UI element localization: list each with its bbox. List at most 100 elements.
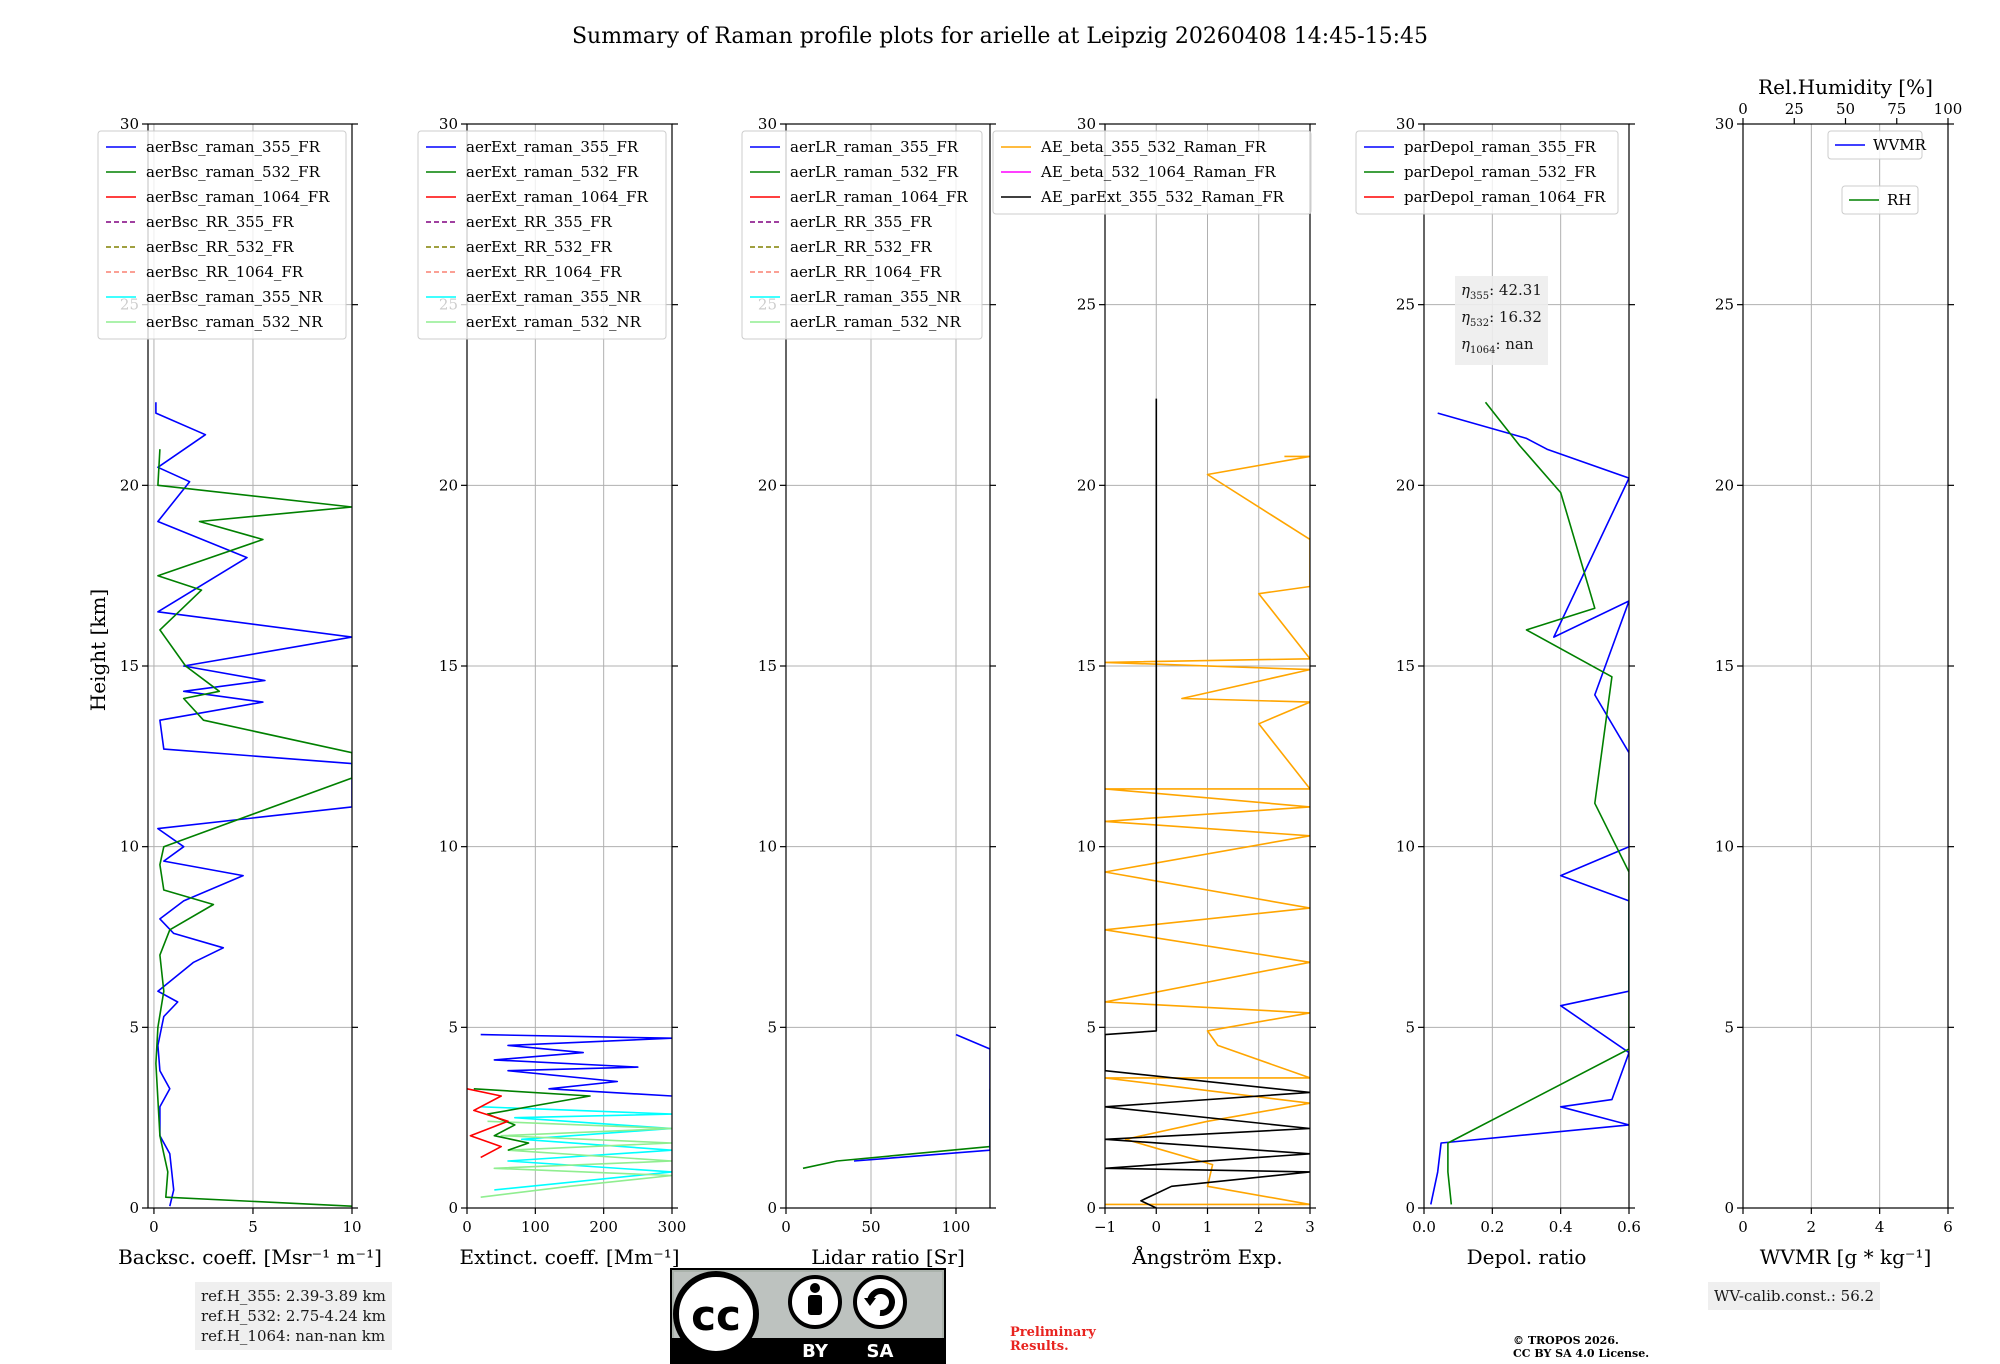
lr-xtick-label-0: 0 [781, 1218, 791, 1236]
lr-ytick-label-5: 5 [767, 1018, 777, 1036]
attribution-icon [788, 1275, 842, 1329]
depol-ytick-label-5: 5 [1405, 1018, 1415, 1036]
ae-xtick-label-3: 3 [1305, 1218, 1315, 1236]
wv-ytick-label-5: 5 [1724, 1018, 1734, 1036]
depol-xtick-label-0.4: 0.4 [1549, 1218, 1573, 1236]
legend-label-ae-2: AE_parExt_355_532_Raman_FR [1040, 188, 1285, 206]
legend-label-ae-0: AE_beta_355_532_Raman_FR [1040, 138, 1267, 156]
depol-series-0 [1430, 412, 1629, 1205]
wv-toptick-label-25: 25 [1785, 100, 1804, 118]
bsc-xlabel: Backsc. coeff. [Msr⁻¹ m⁻¹] [118, 1245, 382, 1269]
legend-label-ext-7: aerExt_raman_532_NR [466, 313, 642, 331]
wv-ytick-label-10: 10 [1715, 838, 1734, 856]
lr-ytick-label-0: 0 [767, 1199, 777, 1217]
wv-calib-const: WV-calib.const.: 56.2 [1714, 1287, 1875, 1305]
legend-label-bsc-3: aerBsc_RR_355_FR [146, 213, 294, 231]
copyright-line-2: CC BY SA 4.0 License. [1513, 1347, 1650, 1360]
lr-xtick-label-100: 100 [942, 1218, 971, 1236]
legend-ext: aerExt_raman_355_FR aerExt_raman_532_FRae… [417, 130, 667, 340]
lr-ytick-label-10: 10 [758, 838, 777, 856]
legend-label-lr-5: aerLR_RR_1064_FR [790, 263, 942, 281]
wv-xtick-label-4: 4 [1875, 1218, 1885, 1236]
bsc-ytick-label-10: 10 [120, 838, 139, 856]
ext-series-0 [480, 1106, 672, 1191]
lr-series-group [802, 1033, 990, 1170]
legend-label-wv-1: RH [1887, 191, 1911, 209]
legend-label-lr-7: aerLR_raman_532_NR [790, 313, 961, 331]
wv-toptick-label-100: 100 [1934, 100, 1963, 118]
legend-ae: AE_beta_355_532_Raman_FR AE_beta_532_1064… [992, 130, 1312, 215]
legend-label-bsc-6: aerBsc_raman_355_NR [146, 288, 323, 306]
depol-ytick-label-30: 30 [1396, 115, 1415, 133]
ext-xlabel: Extinct. coeff. [Mm⁻¹] [459, 1245, 679, 1269]
depol-series-group [1430, 401, 1629, 1205]
legend-lr: aerLR_raman_355_FR aerLR_raman_532_FR aerL… [741, 130, 983, 340]
legend-label-bsc-5: aerBsc_RR_1064_FR [146, 263, 304, 281]
ext-xtick-label-200: 200 [589, 1218, 618, 1236]
wv-calibration-box: WV-calib.const.: 56.2 [1708, 1282, 1881, 1310]
depol-series-1 [1447, 401, 1629, 1205]
legend-label-lr-2: aerLR_raman_1064_FR [790, 188, 968, 206]
legend-label-ext-5: aerExt_RR_1064_FR [466, 263, 622, 281]
ae-series-group [1105, 398, 1310, 1208]
ae-ytick-label-5: 5 [1086, 1018, 1096, 1036]
bsc-reference-heights-box: ref.H_355: 2.39-3.89 km ref.H_532: 2.75-… [195, 1282, 392, 1350]
ext-xtick-label-300: 300 [658, 1218, 687, 1236]
lr-ytick-label-20: 20 [758, 476, 777, 494]
wv-ytick-label-0: 0 [1724, 1199, 1734, 1217]
bsc-ytick-label-5: 5 [129, 1018, 139, 1036]
panel-lr: 051015202530050100Lidar ratio [Sr]aerLR_… [741, 115, 996, 1269]
legend-box-depol [1355, 130, 1619, 215]
preliminary-results-note: Preliminary Results. [1010, 1326, 1096, 1354]
wv-xtick-label-6: 6 [1943, 1218, 1953, 1236]
ext-xtick-label-100: 100 [521, 1218, 550, 1236]
bsc-ytick-label-20: 20 [120, 476, 139, 494]
legend-label-bsc-4: aerBsc_RR_532_FR [146, 238, 294, 256]
depol-xtick-label-0.6: 0.6 [1617, 1218, 1641, 1236]
cc-by-sa-license-badge: cc BY SA [670, 1268, 946, 1364]
depol-xtick-label-0: 0.0 [1412, 1218, 1436, 1236]
wv-ytick-label-20: 20 [1715, 476, 1734, 494]
legend-label-ext-3: aerExt_RR_355_FR [466, 213, 613, 231]
bsc-ytick-label-30: 30 [120, 115, 139, 133]
lr-series-0 [802, 1088, 990, 1170]
legend-label-depol-1: parDepol_raman_532_FR [1404, 163, 1597, 181]
legend-box-wv-1 [1841, 185, 1919, 215]
legend-box-bsc [97, 130, 347, 340]
figure-title: Summary of Raman profile plots for ariel… [572, 24, 1428, 49]
panels-group: 0510152025300510Backsc. coeff. [Msr⁻¹ m⁻… [97, 75, 1963, 1269]
depol-xlabel: Depol. ratio [1467, 1245, 1587, 1269]
legend-label-bsc-1: aerBsc_raman_532_FR [146, 163, 321, 181]
legend-box-lr [741, 130, 983, 340]
legend-label-ext-6: aerExt_raman_355_NR [466, 288, 642, 306]
bsc-ref-h-532: ref.H_532: 2.75-4.24 km [201, 1307, 386, 1325]
ae-ytick-label-20: 20 [1077, 476, 1096, 494]
depol-ytick-label-25: 25 [1396, 296, 1415, 314]
legend-label-wv-0: WVMR [1873, 136, 1927, 154]
ext-ytick-label-0: 0 [448, 1199, 458, 1217]
legend-box-wv-0 [1827, 130, 1923, 160]
ext-ytick-label-5: 5 [448, 1018, 458, 1036]
eta-1064-line: η1064: nan [1461, 335, 1534, 356]
ext-xtick-label-0: 0 [462, 1218, 472, 1236]
ae-xtick-label--1: −1 [1094, 1218, 1116, 1236]
ae-ytick-label-15: 15 [1077, 657, 1096, 675]
ae-series-1 [1105, 398, 1310, 1208]
preliminary-line-1: Preliminary [1010, 1325, 1096, 1340]
copyright-line-1: © TROPOS 2026. [1513, 1334, 1619, 1347]
copyright-note: © TROPOS 2026. CC BY SA 4.0 License. [1513, 1334, 1649, 1360]
legend-depol: parDepol_raman_355_FR parDepol_raman_532_… [1355, 130, 1619, 215]
legend-label-lr-3: aerLR_RR_355_FR [790, 213, 932, 231]
bsc-ref-h-355: ref.H_355: 2.39-3.89 km [201, 1287, 386, 1305]
ext-ytick-label-10: 10 [439, 838, 458, 856]
bsc-xtick-label-5: 5 [248, 1218, 258, 1236]
bsc-xtick-label-0: 0 [149, 1218, 159, 1236]
depol-ytick-label-0: 0 [1405, 1199, 1415, 1217]
wv-toptick-label-50: 50 [1836, 100, 1855, 118]
depol-xtick-label-0.2: 0.2 [1480, 1218, 1504, 1236]
legend-label-lr-4: aerLR_RR_532_FR [790, 238, 932, 256]
wv-ytick-label-15: 15 [1715, 657, 1734, 675]
lr-xtick-label-50: 50 [861, 1218, 880, 1236]
wv-ytick-label-25: 25 [1715, 296, 1734, 314]
